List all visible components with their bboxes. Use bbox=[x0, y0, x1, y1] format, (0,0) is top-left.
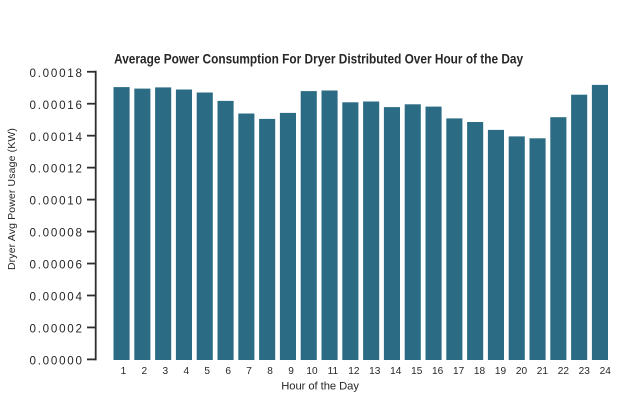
svg-text:20: 20 bbox=[516, 366, 528, 377]
svg-text:0.00012: 0.00012 bbox=[30, 163, 84, 176]
svg-text:8: 8 bbox=[267, 366, 273, 377]
svg-text:3: 3 bbox=[162, 366, 168, 377]
svg-text:2: 2 bbox=[142, 366, 148, 377]
svg-text:Hour of the Day: Hour of the Day bbox=[281, 380, 359, 392]
svg-text:0.00018: 0.00018 bbox=[30, 67, 84, 80]
svg-text:7: 7 bbox=[246, 366, 252, 377]
svg-text:23: 23 bbox=[579, 366, 591, 377]
svg-text:0.00008: 0.00008 bbox=[30, 227, 84, 240]
svg-text:0.00004: 0.00004 bbox=[30, 291, 84, 304]
svg-text:22: 22 bbox=[558, 366, 570, 377]
svg-text:19: 19 bbox=[495, 366, 507, 377]
svg-text:0.00006: 0.00006 bbox=[30, 259, 84, 272]
svg-text:0.00000: 0.00000 bbox=[30, 355, 84, 368]
svg-text:Average Power Consumption For: Average Power Consumption For Dryer Dist… bbox=[114, 52, 523, 67]
svg-text:9: 9 bbox=[288, 366, 294, 377]
svg-text:4: 4 bbox=[183, 366, 189, 377]
svg-text:0.00016: 0.00016 bbox=[30, 99, 84, 112]
svg-text:13: 13 bbox=[369, 366, 381, 377]
svg-text:1: 1 bbox=[121, 366, 127, 377]
svg-text:14: 14 bbox=[390, 366, 402, 377]
svg-text:11: 11 bbox=[328, 366, 339, 377]
svg-text:0.00014: 0.00014 bbox=[30, 131, 84, 144]
svg-text:21: 21 bbox=[537, 366, 549, 377]
svg-text:Dryer Avg Power Usage (KW): Dryer Avg Power Usage (KW) bbox=[6, 128, 18, 270]
svg-text:0.00010: 0.00010 bbox=[30, 195, 84, 208]
svg-text:5: 5 bbox=[204, 366, 210, 377]
svg-text:10: 10 bbox=[306, 366, 318, 377]
svg-text:18: 18 bbox=[474, 366, 486, 377]
svg-text:17: 17 bbox=[453, 366, 465, 377]
svg-text:15: 15 bbox=[411, 366, 423, 377]
svg-text:12: 12 bbox=[348, 366, 360, 377]
svg-text:24: 24 bbox=[600, 366, 612, 377]
svg-text:16: 16 bbox=[432, 366, 444, 377]
svg-text:6: 6 bbox=[225, 366, 231, 377]
svg-text:0.00002: 0.00002 bbox=[30, 323, 84, 336]
